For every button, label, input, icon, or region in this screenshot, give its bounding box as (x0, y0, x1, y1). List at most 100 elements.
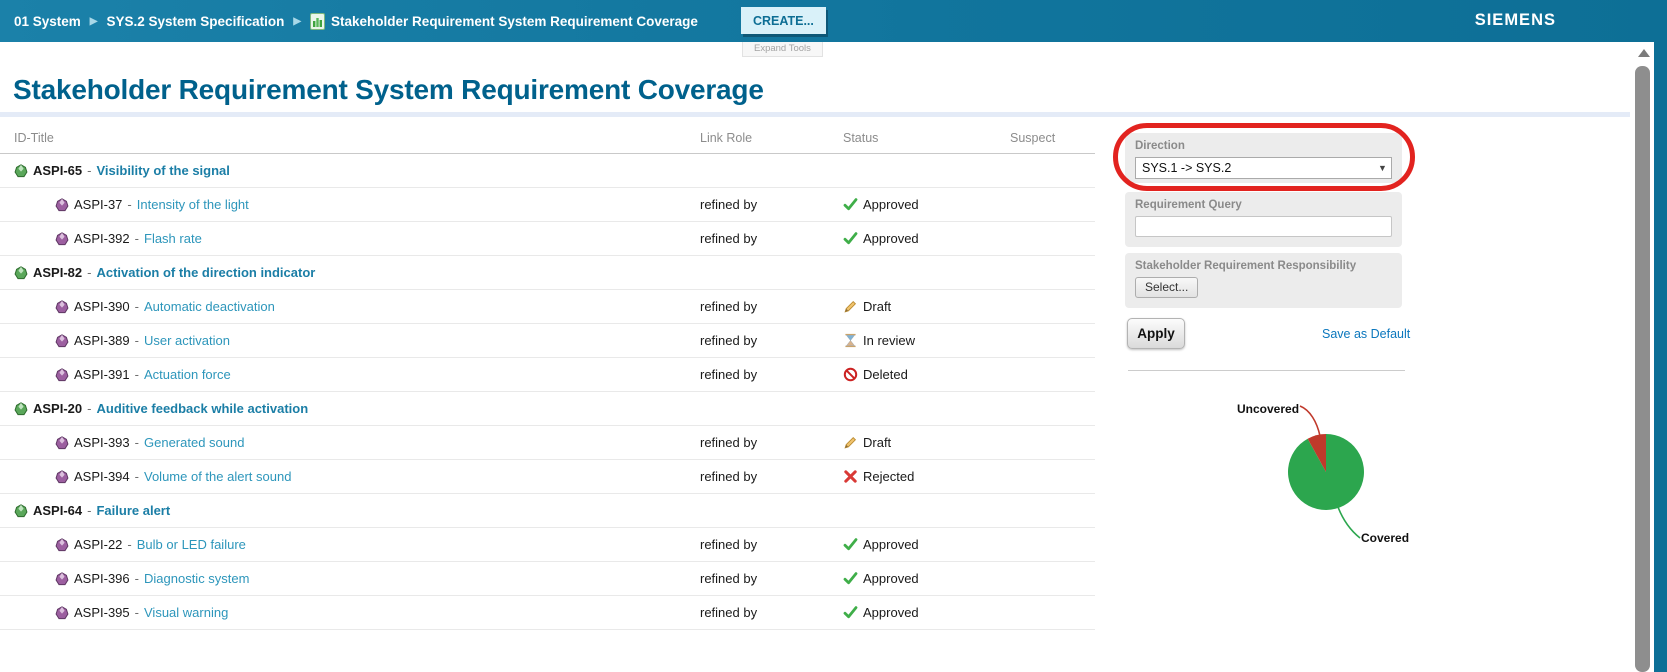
id-title-separator: - (135, 469, 139, 484)
status-label: Draft (863, 299, 891, 314)
id-title-cell: ASPI-65-Visibility of the signal (0, 163, 700, 178)
workitem-title-link[interactable]: Activation of the direction indicator (96, 265, 315, 280)
link-role-cell: refined by (700, 367, 843, 382)
status-cell: Deleted (843, 367, 1010, 382)
workitem-title-link[interactable]: Visibility of the signal (96, 163, 229, 178)
system-requirement-icon (55, 470, 69, 484)
workitem-title-link[interactable]: Bulb or LED failure (137, 537, 246, 552)
scrollbar-up-arrow-icon[interactable] (1638, 49, 1650, 57)
breadcrumb-document[interactable]: Stakeholder Requirement System Requireme… (331, 14, 698, 29)
direction-label: Direction (1135, 140, 1392, 152)
create-button[interactable]: CREATE... (741, 7, 826, 34)
status-deleted-icon (843, 367, 858, 382)
workitem-id: ASPI-389 (74, 333, 130, 348)
requirement-query-panel: Requirement Query (1125, 192, 1402, 247)
workitem-row: ASPI-64-Failure alert (0, 494, 1095, 528)
responsibility-label: Stakeholder Requirement Responsibility (1135, 260, 1392, 272)
workitem-title-link[interactable]: Visual warning (144, 605, 228, 620)
status-cell: Approved (843, 605, 1010, 620)
id-title-separator: - (87, 163, 91, 178)
workitem-row: ASPI-392-Flash raterefined byApproved (0, 222, 1095, 256)
workitem-id: ASPI-390 (74, 299, 130, 314)
breadcrumb-space[interactable]: SYS.2 System Specification (107, 14, 285, 29)
report-document-icon (310, 13, 325, 30)
status-approved-icon (843, 605, 858, 620)
id-title-cell: ASPI-82-Activation of the direction indi… (0, 265, 700, 280)
workitem-id: ASPI-20 (33, 401, 82, 416)
id-title-separator: - (135, 435, 139, 450)
workitem-title-link[interactable]: User activation (144, 333, 230, 348)
id-title-separator: - (135, 367, 139, 382)
workitem-row: ASPI-20-Auditive feedback while activati… (0, 392, 1095, 426)
status-draft-icon (843, 435, 858, 450)
status-label: Deleted (863, 367, 908, 382)
link-role-cell: refined by (700, 197, 843, 212)
id-title-separator: - (135, 605, 139, 620)
save-as-default-link[interactable]: Save as Default (1322, 327, 1410, 341)
workitem-id: ASPI-396 (74, 571, 130, 586)
title-divider (0, 112, 1641, 117)
workitem-row: ASPI-82-Activation of the direction indi… (0, 256, 1095, 290)
status-draft-icon (843, 299, 858, 314)
status-label: Approved (863, 571, 919, 586)
workitem-title-link[interactable]: Generated sound (144, 435, 244, 450)
id-title-cell: ASPI-64-Failure alert (0, 503, 700, 518)
coverage-table: ID-Title Link Role Status Suspect ASPI-6… (0, 122, 1095, 630)
link-role-cell: refined by (700, 537, 843, 552)
status-cell: Rejected (843, 469, 1010, 484)
system-requirement-icon (55, 368, 69, 382)
status-cell: Draft (843, 435, 1010, 450)
workitem-title-link[interactable]: Actuation force (144, 367, 231, 382)
responsibility-panel: Stakeholder Requirement Responsibility S… (1125, 253, 1402, 308)
status-approved-icon (843, 537, 858, 552)
workitem-title-link[interactable]: Failure alert (96, 503, 170, 518)
workitem-title-link[interactable]: Volume of the alert sound (144, 469, 291, 484)
table-body: ASPI-65-Visibility of the signalASPI-37-… (0, 154, 1095, 630)
workitem-title-link[interactable]: Auditive feedback while activation (96, 401, 308, 416)
workitem-id: ASPI-394 (74, 469, 130, 484)
workitem-title-link[interactable]: Intensity of the light (137, 197, 249, 212)
pie-label-uncovered: Uncovered (1237, 402, 1299, 416)
status-label: Approved (863, 605, 919, 620)
system-requirement-icon (55, 334, 69, 348)
breadcrumb-project[interactable]: 01 System (14, 14, 81, 29)
id-title-separator: - (135, 299, 139, 314)
workitem-row: ASPI-65-Visibility of the signal (0, 154, 1095, 188)
workitem-row: ASPI-22-Bulb or LED failurerefined byApp… (0, 528, 1095, 562)
workitem-row: ASPI-393-Generated soundrefined byDraft (0, 426, 1095, 460)
direction-select[interactable]: SYS.1 -> SYS.2 ▼ (1135, 157, 1392, 179)
stakeholder-requirement-icon (14, 164, 28, 178)
workitem-title-link[interactable]: Diagnostic system (144, 571, 249, 586)
workitem-title-link[interactable]: Flash rate (144, 231, 202, 246)
link-role-cell: refined by (700, 605, 843, 620)
id-title-cell: ASPI-390-Automatic deactivation (0, 299, 700, 314)
id-title-separator: - (87, 503, 91, 518)
id-title-cell: ASPI-394-Volume of the alert sound (0, 469, 700, 484)
stakeholder-requirement-icon (14, 266, 28, 280)
leader-line-covered (1338, 507, 1360, 538)
id-title-cell: ASPI-393-Generated sound (0, 435, 700, 450)
system-requirement-icon (55, 198, 69, 212)
status-approved-icon (843, 197, 858, 212)
id-title-separator: - (87, 401, 91, 416)
status-approved-icon (843, 571, 858, 586)
status-label: Draft (863, 435, 891, 450)
status-label: In review (863, 333, 915, 348)
siemens-logo: SIEMENS (1475, 11, 1556, 30)
page-title: Stakeholder Requirement System Requireme… (13, 74, 764, 106)
direction-panel: Direction SYS.1 -> SYS.2 ▼ (1125, 133, 1402, 183)
column-header-suspect: Suspect (1010, 131, 1095, 145)
requirement-query-input[interactable] (1135, 216, 1392, 237)
requirement-query-label: Requirement Query (1135, 199, 1392, 211)
status-rejected-icon (843, 469, 858, 484)
column-header-link-role: Link Role (700, 131, 843, 145)
chevron-down-icon: ▼ (1374, 163, 1391, 173)
apply-button[interactable]: Apply (1127, 318, 1185, 349)
vertical-scrollbar-thumb[interactable] (1635, 66, 1650, 672)
workitem-id: ASPI-65 (33, 163, 82, 178)
expand-tools-button[interactable]: Expand Tools (742, 42, 823, 57)
id-title-separator: - (87, 265, 91, 280)
column-header-id-title: ID-Title (0, 131, 700, 145)
workitem-title-link[interactable]: Automatic deactivation (144, 299, 275, 314)
responsibility-select-button[interactable]: Select... (1135, 277, 1198, 298)
